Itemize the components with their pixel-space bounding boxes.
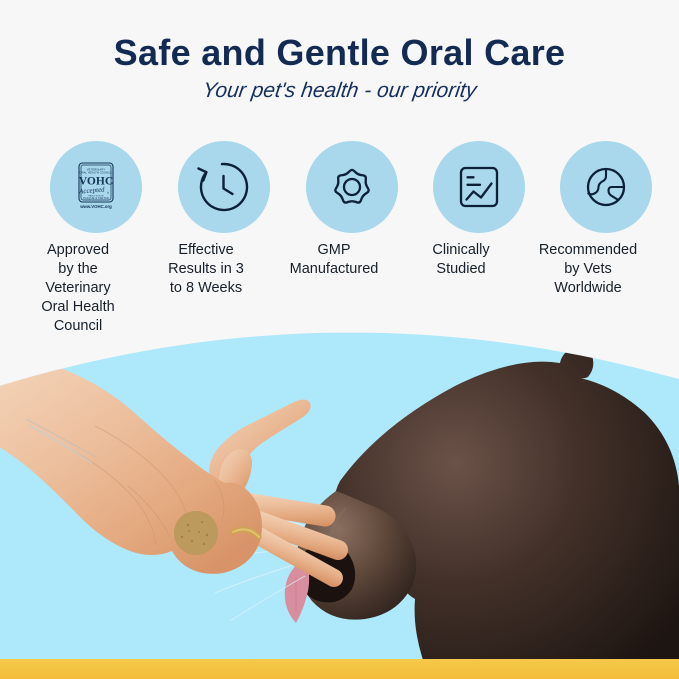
svg-text:ORAL HEALTH COUNCIL: ORAL HEALTH COUNCIL	[79, 171, 113, 175]
svg-text:PLAQUE & TARTAR: PLAQUE & TARTAR	[83, 196, 109, 200]
svg-text:VETERINARY: VETERINARY	[87, 167, 106, 171]
svg-text:®: ®	[107, 191, 109, 195]
svg-text:Accepted: Accepted	[78, 185, 106, 195]
svg-text:www.VOHC.org: www.VOHC.org	[79, 204, 112, 209]
